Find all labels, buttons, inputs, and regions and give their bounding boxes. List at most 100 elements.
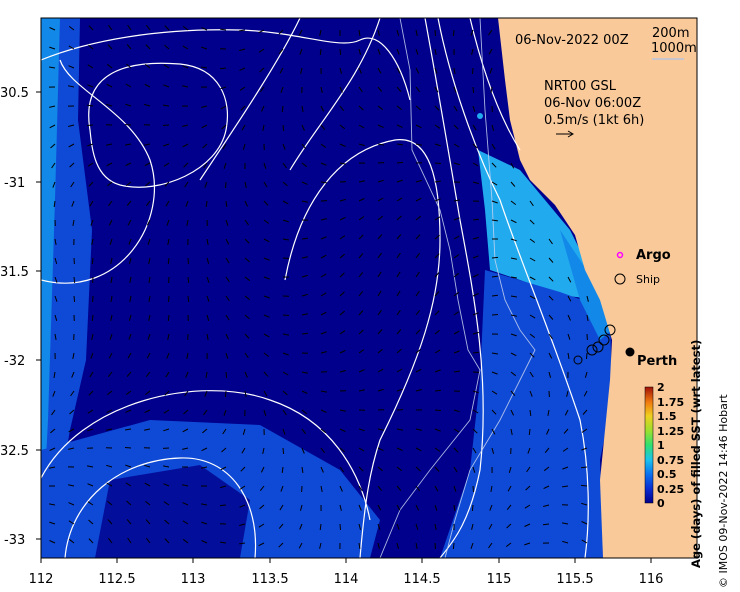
current-vector (319, 542, 322, 549)
current-vector (263, 390, 268, 397)
current-vector (415, 290, 420, 297)
current-vector (263, 162, 267, 169)
current-vector (358, 349, 365, 354)
current-vector (87, 143, 94, 147)
current-vector (280, 485, 284, 492)
ocean-nearshore-light (560, 230, 612, 340)
current-vector (279, 504, 284, 511)
current-vector (110, 276, 113, 283)
current-vector (125, 162, 132, 166)
current-vector (471, 504, 474, 512)
current-vector (491, 447, 495, 454)
current-vector (186, 219, 189, 226)
current-vector (125, 464, 132, 468)
current-vector (453, 428, 460, 433)
current-vector (491, 219, 498, 222)
current-vector (415, 252, 421, 259)
current-vector (163, 104, 170, 107)
current-vector (358, 234, 364, 240)
current-vector (320, 292, 327, 297)
current-vector (434, 234, 440, 240)
current-vectors (48, 24, 589, 550)
current-vector (377, 542, 380, 549)
current-vector (453, 291, 460, 297)
current-vector (88, 519, 94, 525)
current-vector (48, 466, 56, 469)
current-vector (221, 124, 227, 130)
current-vector (396, 161, 404, 164)
current-vector (146, 219, 151, 226)
current-vector (263, 181, 268, 188)
colorbar-tick: 2 (657, 381, 665, 394)
current-vector (415, 29, 418, 37)
current-vector (434, 428, 441, 432)
current-vector (358, 29, 361, 36)
current-vector (320, 236, 327, 240)
current-vector (282, 314, 290, 316)
current-vector (201, 66, 208, 69)
current-vector (206, 333, 209, 340)
current-vector (225, 333, 230, 340)
current-vector (339, 67, 342, 74)
current-vector (87, 428, 94, 432)
current-vector (145, 200, 151, 207)
current-vector (301, 124, 305, 131)
current-vector (225, 314, 230, 321)
current-vector (282, 352, 289, 356)
current-vector (586, 295, 589, 302)
current-vector (396, 309, 401, 316)
current-vector (434, 198, 441, 202)
current-vector (223, 409, 227, 416)
current-vector (472, 428, 478, 434)
current-vector (106, 409, 113, 414)
current-time-label: 06-Nov 06:00Z (544, 96, 641, 111)
current-vector (470, 542, 474, 549)
current-vector (108, 24, 113, 31)
current-vector (282, 219, 289, 223)
current-vector (301, 428, 307, 435)
current-vector (125, 409, 132, 413)
current-vector (68, 520, 75, 525)
current-vector (144, 63, 151, 69)
current-vector (109, 238, 113, 245)
current-vector (260, 466, 265, 473)
current-vector (127, 537, 132, 544)
current-vector (529, 352, 535, 358)
current-vector (529, 333, 536, 339)
current-vector (358, 310, 364, 316)
current-vector (263, 238, 270, 243)
current-vector (125, 428, 132, 431)
current-vector (434, 349, 441, 354)
current-vector (415, 271, 420, 278)
current-vector (472, 390, 479, 394)
current-vector (358, 253, 364, 259)
current-vector (583, 390, 588, 397)
current-vector (524, 504, 531, 509)
current-vector (206, 314, 210, 321)
current-vector (490, 485, 493, 492)
current-vector (547, 409, 550, 416)
current-vector (146, 352, 151, 359)
current-vector (263, 200, 269, 206)
current-vector (219, 504, 227, 507)
current-vector (110, 314, 113, 321)
current-vector (202, 143, 208, 149)
current-vector (244, 276, 251, 282)
current-vector (86, 124, 94, 126)
current-vector (301, 447, 305, 454)
current-vector (491, 143, 496, 150)
current-vector (145, 181, 151, 187)
current-vector (396, 523, 400, 530)
current-vector (70, 181, 75, 188)
current-vector (339, 523, 341, 531)
current-vector (88, 181, 94, 187)
current-vector (581, 447, 588, 451)
current-vector (396, 234, 402, 240)
current-vector (415, 48, 419, 55)
current-vector (320, 124, 326, 131)
current-vector (453, 409, 460, 413)
current-vector (548, 276, 554, 282)
current-vector (548, 295, 554, 301)
current-vector (377, 504, 382, 511)
